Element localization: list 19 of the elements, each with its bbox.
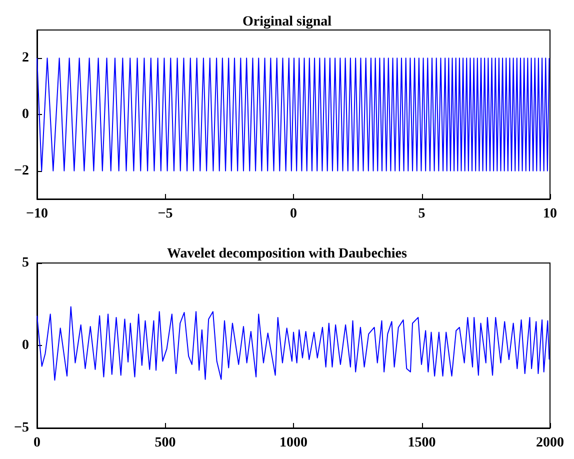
x-tick-label: 2000 <box>536 436 564 450</box>
y-tick-label: 2 <box>22 50 29 66</box>
x-tick-label: 0 <box>290 206 297 222</box>
y-tick-label: 0 <box>22 107 29 122</box>
x-tick-label: −5 <box>158 206 173 222</box>
x-tick-label: −10 <box>26 206 48 222</box>
y-tick-label: 5 <box>22 256 29 270</box>
x-tick-label: 5 <box>418 206 426 222</box>
x-tick-label: 0 <box>34 436 40 450</box>
x-tick-label: 500 <box>154 436 176 450</box>
x-tick-label: 10 <box>543 206 557 222</box>
line-series <box>36 306 550 381</box>
chart-title: Original signal <box>242 14 332 30</box>
y-tick-label: −5 <box>14 420 29 436</box>
y-tick-label: 0 <box>22 338 29 353</box>
x-tick-label: 1000 <box>280 436 308 450</box>
y-tick-label: −2 <box>14 163 29 178</box>
x-tick-label: 1500 <box>408 436 436 450</box>
chart-title: Wavelet decomposition with Daubechies <box>167 246 408 262</box>
